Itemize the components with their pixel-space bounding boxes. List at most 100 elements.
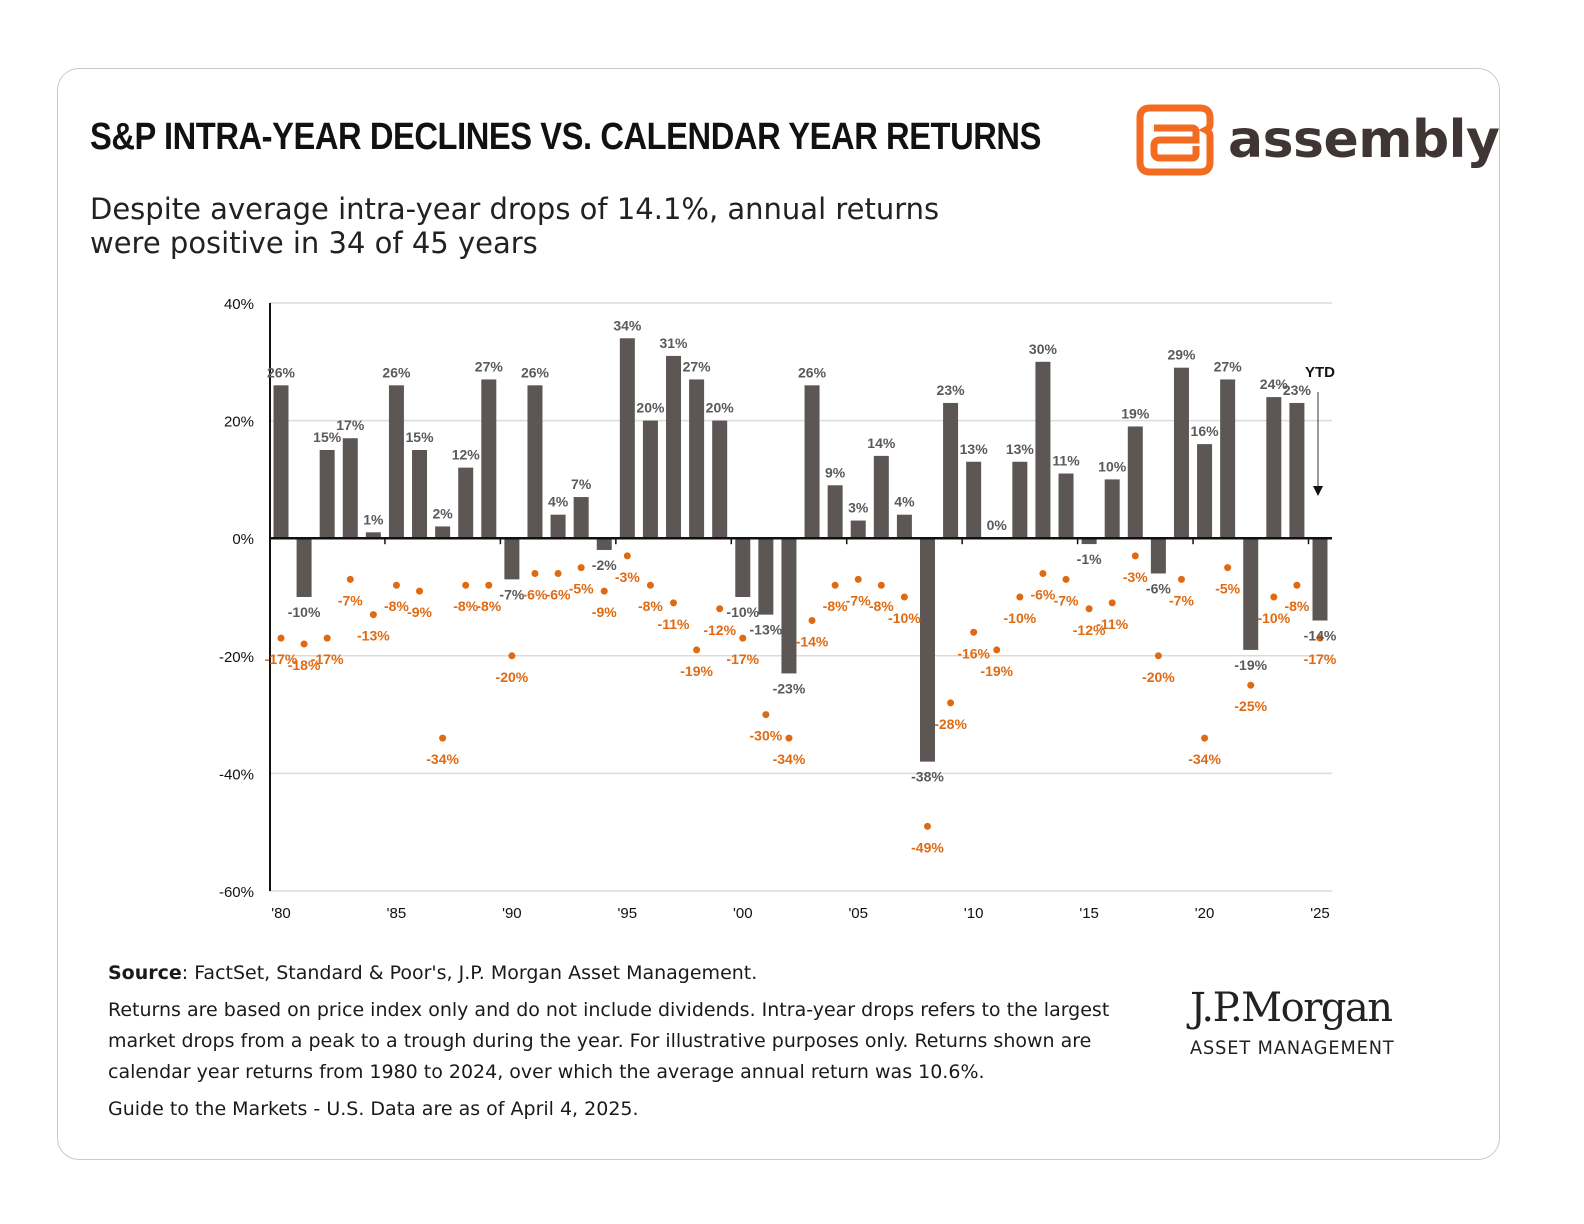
return-bar	[573, 497, 589, 539]
decline-label: -49%	[911, 839, 944, 855]
return-bar	[919, 538, 935, 762]
decline-dot	[877, 581, 885, 589]
return-bar	[596, 538, 612, 550]
decline-dot	[600, 587, 608, 595]
return-bar	[804, 385, 820, 539]
decline-label: -18%	[288, 657, 321, 673]
decline-label: -6%	[546, 586, 571, 602]
decline-dot	[646, 581, 654, 589]
decline-dot	[1108, 599, 1116, 607]
decline-dot	[854, 575, 862, 583]
return-bar	[481, 379, 497, 539]
decline-dot	[392, 581, 400, 589]
decline-label: -7%	[1054, 592, 1079, 608]
return-label: 11%	[1052, 453, 1080, 469]
decline-label: -3%	[1123, 569, 1148, 585]
return-bar	[1127, 426, 1143, 539]
decline-label: -6%	[523, 586, 548, 602]
decline-label: -20%	[496, 669, 529, 685]
jpmorgan-subtitle: ASSET MANAGEMENT	[1190, 1037, 1395, 1059]
decline-dot	[670, 599, 678, 607]
decline-dot	[277, 634, 285, 642]
decline-dot	[1039, 569, 1047, 577]
return-bar	[1150, 538, 1166, 574]
return-bar	[1243, 538, 1259, 650]
decline-label: -17%	[726, 651, 759, 667]
return-label: -23%	[773, 680, 806, 696]
jpmorgan-logo: J.P.Morgan ASSET MANAGEMENT	[1190, 985, 1420, 1059]
x-tick-label: '90	[502, 905, 522, 922]
decline-dot	[762, 711, 770, 719]
x-tick-label: '95	[618, 905, 638, 922]
decline-label: -7%	[1169, 592, 1194, 608]
return-bar	[1058, 473, 1074, 539]
decline-label: -8%	[1284, 598, 1309, 614]
subtitle-line-2: were positive in 34 of 45 years	[90, 226, 538, 260]
return-bar	[1081, 538, 1097, 545]
decline-label: -25%	[1234, 698, 1267, 714]
return-bar	[827, 485, 843, 539]
decline-dot	[1062, 575, 1070, 583]
decline-dot	[1131, 552, 1139, 560]
decline-dot	[300, 640, 308, 648]
decline-label: -8%	[823, 598, 848, 614]
decline-dot	[416, 587, 424, 595]
return-label: 31%	[659, 335, 688, 351]
return-label: 14%	[867, 435, 896, 451]
decline-label: -7%	[846, 592, 871, 608]
decline-label: -8%	[453, 598, 478, 614]
x-tick-label: '85	[387, 905, 407, 922]
return-bar	[388, 385, 404, 539]
return-label: -7%	[499, 586, 524, 602]
return-label: -10%	[288, 604, 321, 620]
jpmorgan-wordmark: J.P.Morgan	[1190, 985, 1393, 1031]
decline-label: -9%	[407, 604, 432, 620]
y-tick-label: 20%	[224, 414, 254, 431]
decline-dot	[1316, 634, 1324, 642]
return-bar	[1104, 479, 1120, 539]
decline-dot	[554, 569, 562, 577]
y-tick-label: 40%	[224, 296, 254, 313]
decline-label: -10%	[888, 610, 921, 626]
return-label: 26%	[267, 364, 296, 380]
source-note: Source: FactSet, Standard & Poor's, J.P.…	[108, 958, 1128, 989]
return-bar	[412, 450, 428, 539]
decline-label: -11%	[1096, 616, 1128, 632]
return-bar	[689, 379, 705, 539]
ytd-annotation: YTD	[1305, 364, 1335, 381]
decline-label: -8%	[869, 598, 894, 614]
return-bar	[435, 526, 451, 539]
assembly-a-logo-icon	[1136, 104, 1214, 176]
decline-dot	[623, 552, 631, 560]
return-label: 3%	[848, 500, 869, 516]
x-tick-label: '80	[271, 905, 291, 922]
return-bar	[850, 520, 866, 539]
return-label: 27%	[1214, 358, 1243, 374]
return-bar	[873, 455, 889, 539]
y-tick-label: 0%	[232, 531, 254, 548]
decline-dot	[739, 634, 747, 642]
return-label: 16%	[1191, 423, 1220, 439]
return-bar	[1173, 367, 1189, 539]
return-label: -38%	[911, 769, 944, 785]
decline-dot	[785, 734, 793, 742]
return-label: 26%	[521, 364, 550, 380]
return-bar	[458, 467, 474, 539]
x-tick-label: '20	[1195, 905, 1215, 922]
x-tick-label: '05	[848, 905, 868, 922]
decline-label: -12%	[703, 622, 736, 638]
x-tick-label: '15	[1079, 905, 1099, 922]
return-label: 27%	[475, 358, 504, 374]
return-bar	[781, 538, 797, 674]
return-bar	[1266, 397, 1282, 539]
return-label: -1%	[1077, 551, 1102, 567]
return-label: -6%	[1146, 580, 1171, 596]
subtitle-line-1: Despite average intra-year drops of 14.1…	[90, 192, 940, 226]
decline-label: -12%	[1073, 622, 1106, 638]
decline-label: -11%	[658, 616, 690, 632]
return-label: 19%	[1121, 405, 1150, 421]
return-bar	[666, 355, 682, 539]
ytd-arrow-head-icon	[1313, 486, 1323, 496]
y-tick-label: -20%	[219, 649, 254, 666]
decline-dot	[508, 652, 516, 660]
